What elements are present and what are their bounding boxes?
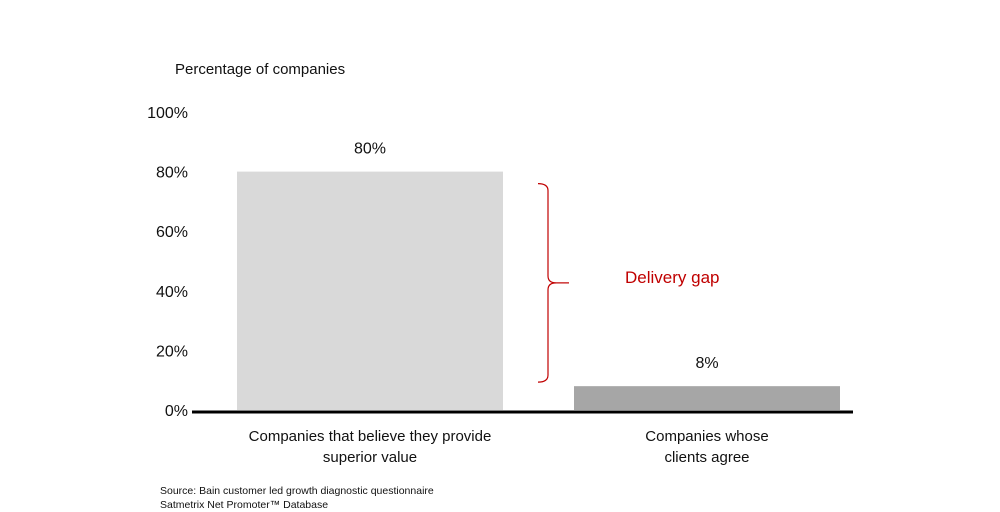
delivery-gap-label: Delivery gap xyxy=(625,268,720,287)
y-tick-label: 100% xyxy=(147,105,188,122)
bar xyxy=(237,171,503,410)
y-tick-label: 20% xyxy=(156,343,188,360)
y-axis-title: Percentage of companies xyxy=(175,61,345,78)
y-tick-label: 60% xyxy=(156,224,188,241)
y-axis-ticks: 0% 20% 40% 60% 80% 100% xyxy=(147,105,188,420)
category-label: Companies that believe they provide xyxy=(249,428,492,445)
source-line-1: Source: Bain customer led growth diagnos… xyxy=(160,485,434,497)
bars xyxy=(237,171,840,410)
category-labels: Companies that believe they provide super… xyxy=(249,428,769,466)
bar-data-labels: 80% 8% xyxy=(354,141,719,373)
category-label: superior value xyxy=(323,449,417,466)
bar-data-label: 80% xyxy=(354,141,386,158)
category-label: clients agree xyxy=(664,449,749,466)
source-line-2: Satmetrix Net Promoter™ Database xyxy=(160,499,329,511)
y-tick-label: 0% xyxy=(165,403,188,420)
bar-data-label: 8% xyxy=(695,355,718,372)
category-label: Companies whose xyxy=(645,428,768,445)
delivery-gap-brace xyxy=(537,183,557,383)
bar xyxy=(574,386,840,410)
source-note: Source: Bain customer led growth diagnos… xyxy=(160,484,434,512)
y-tick-label: 40% xyxy=(156,284,188,301)
y-tick-label: 80% xyxy=(156,165,188,182)
